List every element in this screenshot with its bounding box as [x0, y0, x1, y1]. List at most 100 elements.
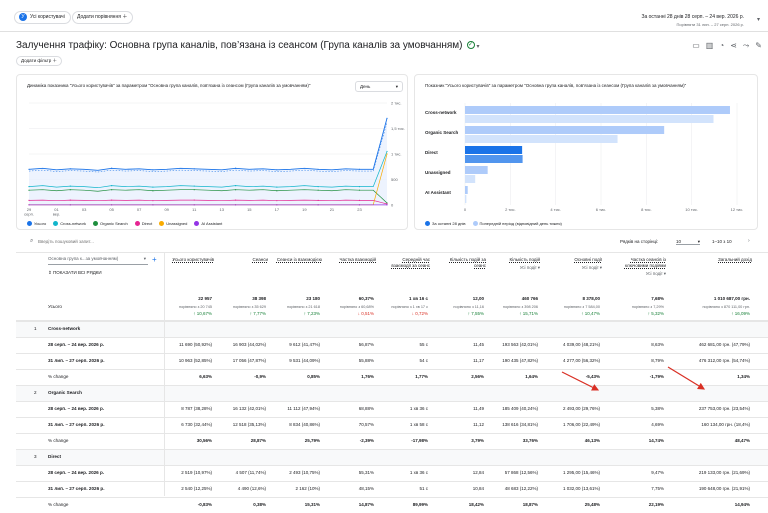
add-dimension-icon[interactable]: +	[152, 255, 157, 264]
search-input[interactable]	[38, 236, 238, 246]
total-cell: порівняно з 7,29%	[631, 305, 664, 309]
x-tick-label: 01	[54, 207, 59, 212]
table-cell: 8,79%	[651, 358, 664, 363]
table-cell: 2 540 (12,25%)	[181, 486, 212, 491]
legend-item[interactable]: Попередній період (відповідний день тижн…	[472, 221, 562, 227]
bar-chart: 0 2 тис. 4 тис. 6 тис. 8 тис. 10 тис. 12 тис. C…	[425, 103, 743, 212]
group-row[interactable]	[16, 385, 768, 401]
group-row[interactable]	[16, 321, 768, 337]
data-point	[276, 200, 278, 202]
comment-icon[interactable]: ▭	[692, 41, 700, 50]
total-cell: 12,00	[472, 296, 484, 301]
edit-icon[interactable]: ✎	[755, 41, 762, 50]
group-row[interactable]	[16, 449, 768, 465]
table-cell: 193 563 (42,01%)	[502, 342, 538, 347]
total-cell: 23 180	[306, 296, 320, 301]
series-line-2	[28, 189, 388, 204]
legend-item[interactable]: Cross-network	[53, 221, 86, 227]
table-cell: -1,79%	[649, 374, 664, 379]
column-header[interactable]: Частка взаємодій	[339, 257, 376, 262]
table-cell: 25,79%	[304, 438, 320, 443]
column-header[interactable]: Сеанси	[252, 257, 268, 262]
show-all-rows-button[interactable]: ⇕ ПОКАЗАТИ ВСІ РЯДКИ	[48, 270, 102, 275]
segment-chip[interactable]: У Усі користувачі	[14, 11, 71, 24]
table-cell: 16 132 (42,01%)	[232, 406, 266, 411]
group-index: 1	[34, 326, 37, 331]
total-cell: ↑ 7,77%	[249, 311, 266, 316]
legend-item[interactable]: Unassigned	[159, 221, 187, 227]
legend-item[interactable]: Direct	[134, 221, 152, 227]
column-header[interactable]: Сеанси із взаємодією	[276, 257, 322, 262]
table-cell: 5,38%	[651, 406, 664, 411]
rows-per-page-select[interactable]: 10 ▾	[676, 239, 700, 245]
compare-icon[interactable]: ▥	[705, 41, 714, 50]
add-comparison-button[interactable]: Додати порівняння ＋	[72, 11, 134, 24]
legend-item[interactable]: За останні 28 днів	[425, 221, 466, 227]
date-range[interactable]: За останні 28 днів 28 серп. – 24 вер. 20…	[641, 14, 744, 20]
column-header[interactable]: Загальний дохід	[718, 257, 752, 262]
total-cell: порівняно з 7 584,00	[563, 305, 600, 309]
dimension-select[interactable]: Основна група к...за умовчанням) ▾	[48, 256, 148, 265]
chevron-down-icon[interactable]: ▾	[756, 17, 760, 23]
chevron-down-icon[interactable]: ▾	[476, 44, 480, 50]
event-filter-select[interactable]: Усі події ▾	[645, 271, 666, 276]
event-filter-select[interactable]: Усі події ▾	[581, 265, 602, 270]
table-cell: 2,56%	[471, 374, 484, 379]
check-circle-icon: ✓	[466, 41, 475, 50]
data-point	[386, 150, 388, 153]
table-cell: 46,13%	[584, 438, 600, 443]
granularity-select[interactable]: День ▾	[355, 81, 403, 92]
add-filter-button[interactable]: Додати фільтр ＋	[16, 56, 63, 66]
row-label: 31 лип. – 27 серп. 2026 р.	[48, 422, 105, 427]
column-header[interactable]: Усього користувачів	[172, 257, 214, 262]
insights-icon[interactable]: ◔	[719, 41, 725, 50]
legend-item[interactable]: Усього	[27, 221, 46, 227]
table-cell: 30,56%	[196, 438, 212, 443]
table-cell: 9 531 (44,09%)	[289, 358, 320, 363]
table-row	[16, 353, 768, 369]
table-cell: 1 хв 58 с	[409, 422, 428, 427]
x-tick-label: 17	[275, 207, 280, 212]
event-filter-select[interactable]: Усі події ▾	[519, 265, 540, 270]
table-cell: 1 хв 36 с	[409, 470, 428, 475]
column-header[interactable]: Кількість подій Усі події ▾	[492, 257, 540, 271]
total-area	[29, 118, 387, 205]
data-point	[234, 189, 237, 191]
sort-desc-icon[interactable]: ↓	[172, 257, 175, 263]
total-cell: 1 хв 16 с	[408, 296, 428, 301]
column-header[interactable]: Кількість подій за сеанс	[449, 257, 486, 268]
table-cell: 476 312,00 грн. (54,74%)	[698, 358, 750, 363]
table-cell: 138 616 (34,81%)	[502, 422, 538, 427]
row-label: 28 серп. – 24 вер. 2026 р.	[48, 342, 105, 347]
channel-name: Direct	[48, 454, 62, 459]
rows-per-page-label: Рядків на сторінці:	[620, 239, 659, 244]
category-label: AI Assistant	[425, 190, 451, 195]
table-cell: 14,94%	[734, 502, 750, 507]
table-row	[16, 337, 768, 353]
channel-name: Cross-network	[48, 326, 81, 331]
table-cell: 1 хв 36 с	[409, 406, 428, 411]
column-header[interactable]: Частка сеансів із ключовими подіями Усі п…	[618, 257, 666, 277]
data-point	[358, 204, 361, 206]
column-header[interactable]: Середній час взаємодії за сеанс	[391, 257, 430, 268]
data-point	[317, 204, 319, 206]
legend-item[interactable]: Organic Search	[92, 221, 128, 227]
column-header[interactable]: Основні події Усі події ▾	[554, 257, 602, 271]
bar-chart-title: Показник "Усього користувачів" за параме…	[425, 83, 687, 88]
x-tick-label: 23	[357, 207, 362, 212]
trend-icon[interactable]: ⤳	[742, 41, 750, 50]
legend-item[interactable]: AI Assistant	[194, 221, 222, 227]
table-cell: 22,19%	[648, 502, 664, 507]
total-cell: порівняно з 11,16	[453, 305, 484, 309]
table-cell: 1,77%	[415, 374, 428, 379]
chevron-right-icon[interactable]: ›	[748, 238, 750, 244]
table-cell: 190 648,00 грн. (21,91%)	[698, 486, 750, 491]
table-cell: 14,74%	[648, 438, 664, 443]
x-tick-label: 29	[27, 207, 32, 212]
table-cell: 2 493,00 (29,76%)	[562, 406, 600, 411]
table-cell: 237 753,00 грн. (23,54%)	[698, 406, 750, 411]
share-icon[interactable]: ⋖	[730, 41, 737, 50]
x-tick-label: 2 тис.	[505, 207, 516, 212]
data-point	[69, 199, 71, 201]
table-row	[16, 369, 768, 385]
